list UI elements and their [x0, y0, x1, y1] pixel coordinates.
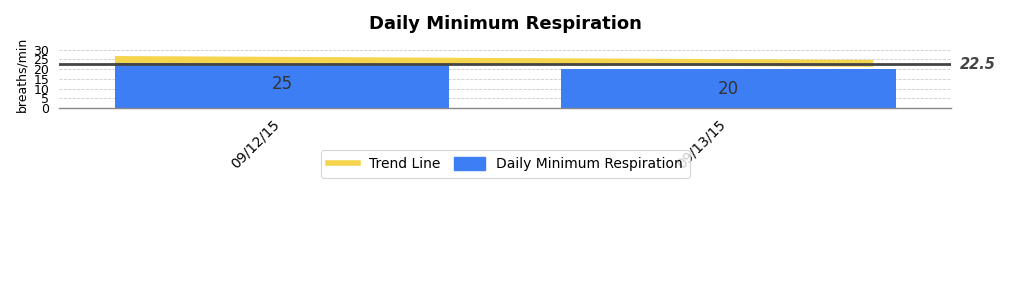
- Y-axis label: breaths/min: breaths/min: [15, 36, 28, 112]
- Legend: Trend Line, Daily Minimum Respiration: Trend Line, Daily Minimum Respiration: [320, 150, 690, 178]
- Text: 20: 20: [718, 79, 739, 98]
- Text: 25: 25: [272, 75, 293, 93]
- Title: Daily Minimum Respiration: Daily Minimum Respiration: [369, 15, 641, 33]
- Bar: [561, 69, 896, 108]
- Bar: [115, 59, 449, 108]
- Text: 22.5: 22.5: [961, 57, 996, 72]
